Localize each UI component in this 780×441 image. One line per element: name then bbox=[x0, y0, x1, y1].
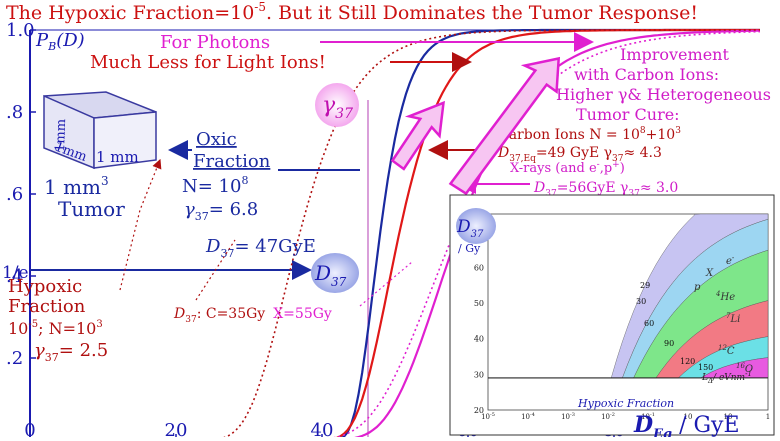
svg-text:Hypoxic: Hypoxic bbox=[8, 276, 82, 297]
inset-x-tick-label: 10-3 bbox=[561, 412, 575, 421]
svg-text:150: 150 bbox=[698, 363, 713, 372]
svg-text:1 mm: 1 mm bbox=[96, 148, 139, 166]
svg-text:γ37: γ37 bbox=[322, 93, 353, 122]
y-tick-label: .6 bbox=[6, 184, 23, 205]
xrays-label: X-rays (and e-,p+) bbox=[510, 160, 625, 176]
svg-text:Oxic: Oxic bbox=[196, 129, 237, 150]
inset-x-ticks: 10-5 10-4 10-3 10-2 10-1 10 10 1 bbox=[481, 412, 770, 421]
tumor-size-label: 1 mm3 bbox=[44, 174, 109, 199]
one-over-e-label: 1/e bbox=[2, 263, 29, 283]
for-photons-label: For Photons bbox=[160, 32, 270, 53]
inset-y-tick-label: 50 bbox=[474, 299, 484, 308]
svg-text:p: p bbox=[694, 282, 701, 293]
inset-x-tick-label: 10-1 bbox=[641, 412, 655, 421]
svg-text:γ37= 2.5: γ37= 2.5 bbox=[34, 340, 108, 364]
inset-x-tick-label: 10-2 bbox=[601, 412, 615, 421]
inset-x-tick-label: 10 bbox=[724, 413, 733, 421]
svg-text:1mm: 1mm bbox=[53, 119, 69, 152]
inset-x-tick-label: 10-5 bbox=[481, 412, 495, 421]
improvement-double-arrow bbox=[390, 56, 561, 196]
y-tick-label: .8 bbox=[6, 102, 23, 123]
carbon-ions-label: Carbon Ions N = 108+103 bbox=[498, 126, 681, 143]
inset-y-unit: / Gy bbox=[458, 242, 481, 255]
svg-text:120: 120 bbox=[680, 357, 695, 366]
x-tick-label: 0 bbox=[24, 420, 35, 437]
inset-contour-labels: 29 30 60 90 120 150 bbox=[636, 281, 713, 372]
inset-hypoxic-label: Hypoxic Fraction bbox=[577, 397, 674, 410]
d37eq-label: D37,Eq=49 GyE γ37≈ 4.3 bbox=[497, 145, 662, 164]
y-tick-label: .4 bbox=[6, 266, 23, 287]
inset-y-tick-label: 40 bbox=[474, 335, 484, 344]
svg-text:7Li: 7Li bbox=[726, 312, 740, 325]
svg-text:16O: 16O bbox=[736, 362, 753, 375]
svg-text:60: 60 bbox=[644, 319, 654, 328]
x-axis-label: DEq / GyE bbox=[633, 412, 740, 437]
y-tick-label: .2 bbox=[6, 348, 23, 369]
oxic-n-label: N= 108 bbox=[182, 174, 248, 197]
svg-text:29: 29 bbox=[640, 281, 650, 290]
svg-text:90: 90 bbox=[664, 339, 674, 348]
inset-x-tick-label: 1 bbox=[766, 413, 770, 421]
oxic-gamma-label: γ37= 6.8 bbox=[184, 199, 258, 223]
inset-x-tick-label: 10 bbox=[684, 413, 693, 421]
svg-text:30: 30 bbox=[636, 297, 646, 306]
svg-text:12C: 12C bbox=[718, 344, 735, 357]
much-less-label: Much Less for Light Ions! bbox=[90, 52, 326, 73]
cube-diagram: 1mm 1mm 1 mm bbox=[43, 91, 157, 170]
inset-x-label: LΔ/ eVnm-1 bbox=[701, 370, 752, 385]
chart-title: The Hypoxic Fraction=10-5. But it Still … bbox=[6, 0, 698, 24]
inset-x-tick-label: 10-4 bbox=[521, 412, 535, 421]
svg-text:e-: e- bbox=[726, 254, 735, 267]
d37-c-x-label: D37: C=35Gy X=55Gy bbox=[173, 306, 332, 325]
svg-text:10-5; N=103: 10-5; N=103 bbox=[8, 319, 103, 338]
y-tick-label: 1.0 bbox=[6, 20, 35, 41]
d37-47-label: D37= 47GyE bbox=[205, 236, 316, 260]
d37-56-label: D37=56GyE γ37≈ 3.0 bbox=[533, 180, 678, 199]
improvement-label: Improvement with Carbon Ions: Higher γ& … bbox=[556, 45, 776, 124]
dcx-connector-x bbox=[359, 261, 413, 307]
svg-text:X: X bbox=[705, 268, 714, 279]
inset-band-labels: e- X p 4He 7Li 12C 16O bbox=[694, 254, 753, 375]
x-tick-label: 40 bbox=[311, 420, 334, 437]
oxic-fraction-label: Oxic Fraction bbox=[193, 129, 271, 172]
inset-y-tick-label: 60 bbox=[474, 263, 484, 272]
inset-y-tick-label: 30 bbox=[474, 370, 484, 379]
inset-y-tick-label: 20 bbox=[474, 406, 484, 415]
y-axis-label: PB(D) bbox=[35, 30, 85, 53]
dcx-connector-c bbox=[195, 239, 236, 301]
svg-text:D37: D37 bbox=[314, 261, 347, 289]
svg-text:Fraction: Fraction bbox=[193, 151, 271, 172]
hypoxic-fraction-label: Hypoxic Fraction 10-5; N=103 γ37= 2.5 bbox=[8, 276, 108, 364]
y-ticks: .2 .4 .6 .8 1.0 bbox=[6, 20, 36, 369]
d37-badge: D37 bbox=[311, 253, 359, 293]
inset-bands bbox=[488, 213, 769, 379]
svg-text:4He: 4He bbox=[715, 290, 735, 303]
tumor-label: Tumor bbox=[58, 197, 125, 221]
svg-text:Fraction: Fraction bbox=[8, 296, 86, 317]
inset-y-label: D37 bbox=[456, 217, 484, 240]
x-tick-label: 20 bbox=[165, 420, 188, 437]
gamma37-badge: γ37 bbox=[315, 83, 359, 127]
